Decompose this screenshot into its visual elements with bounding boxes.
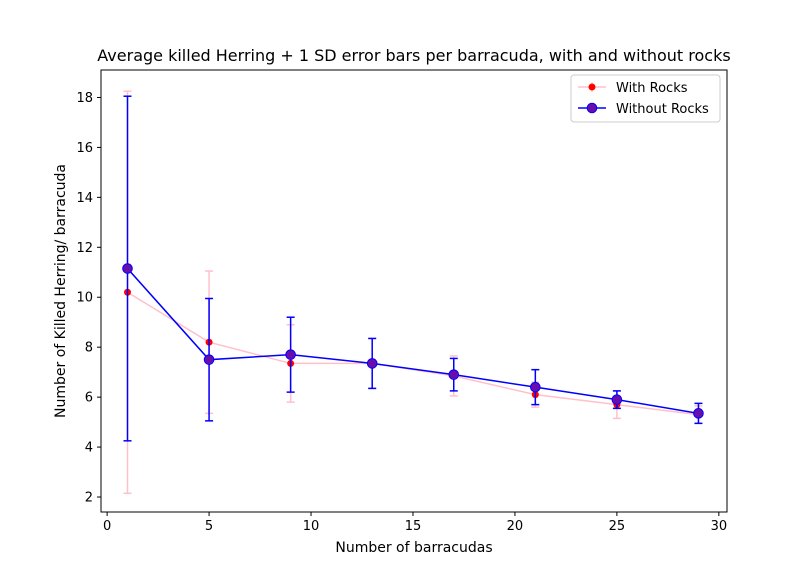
legend-marker	[588, 83, 596, 91]
legend: With Rocks Without Rocks	[570, 74, 721, 123]
y-tick-label: 18	[76, 91, 93, 106]
legend-marker	[586, 102, 598, 114]
series-layer	[122, 90, 704, 495]
legend-entries	[578, 82, 606, 114]
chart-title: Average killed Herring + 1 SD error bars…	[97, 46, 730, 65]
x-tick-label: 25	[609, 519, 626, 534]
y-tick-label: 4	[85, 441, 93, 456]
y-tick-label: 12	[76, 241, 93, 256]
y-axis-ticks: 2 4 6 8 10 12 14 16 18	[76, 91, 101, 506]
data-point	[611, 394, 623, 405]
series-line	[126, 268, 699, 415]
data-point	[693, 408, 704, 419]
data-point	[530, 381, 541, 393]
y-tick-label: 16	[76, 141, 93, 156]
x-tick-label: 15	[405, 519, 422, 534]
data-point	[122, 263, 133, 274]
x-tick-label: 5	[205, 519, 213, 534]
data-point	[285, 349, 296, 360]
series-without-rocks	[122, 95, 704, 442]
y-tick-label: 10	[76, 291, 93, 306]
y-tick-label: 8	[85, 341, 93, 356]
x-axis-label: Number of barracudas	[335, 540, 492, 556]
x-tick-label: 10	[303, 519, 320, 534]
legend-label-without-rocks: Without Rocks	[616, 102, 709, 117]
data-point	[366, 358, 378, 369]
x-tick-label: 0	[103, 519, 111, 534]
data-point	[203, 354, 215, 365]
y-tick-label: 2	[85, 491, 93, 506]
x-tick-label: 20	[507, 519, 524, 534]
y-tick-label: 6	[85, 391, 93, 406]
x-tick-label: 30	[711, 519, 728, 534]
legend-label-with-rocks: With Rocks	[616, 81, 688, 96]
y-axis-label: Number of Killed Herring/ barracuda	[53, 164, 69, 418]
data-point	[448, 369, 460, 380]
y-tick-label: 14	[76, 191, 93, 206]
legend-box	[570, 74, 721, 123]
x-axis-ticks: 0 5 10 15 20 25 30	[103, 512, 727, 534]
plot-area	[100, 69, 728, 513]
